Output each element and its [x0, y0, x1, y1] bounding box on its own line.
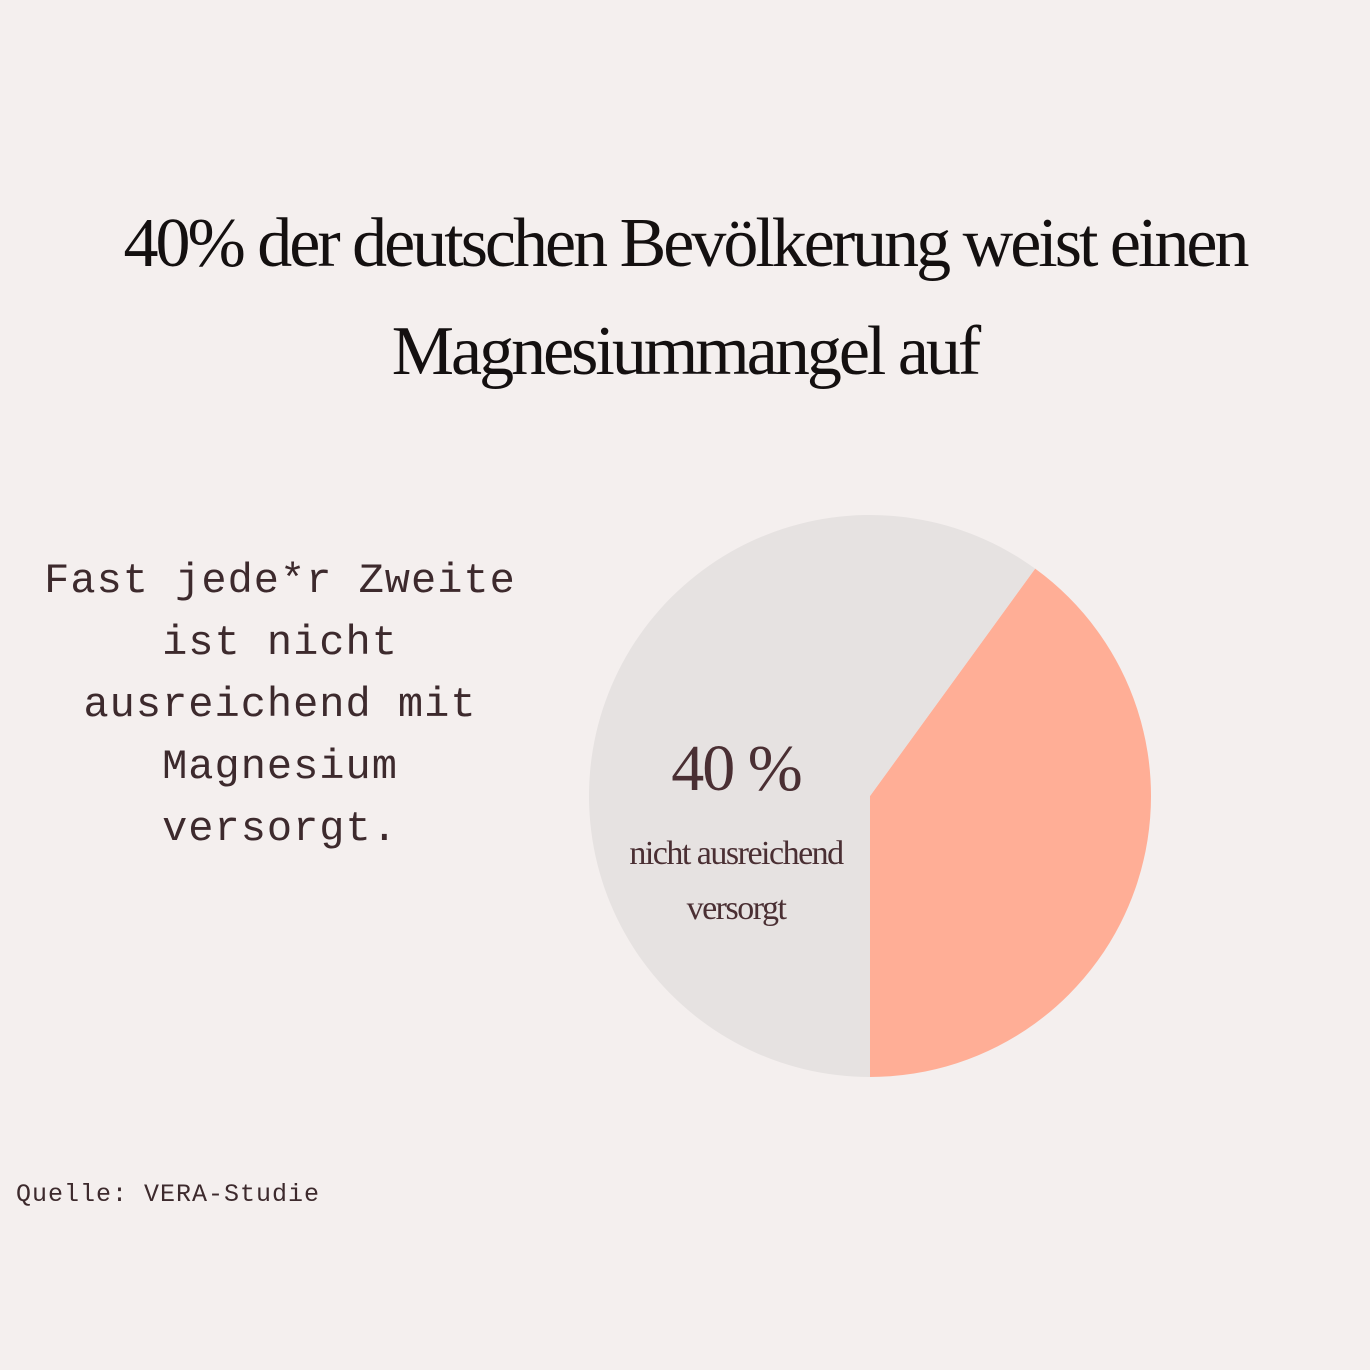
pie-chart-svg: [589, 514, 1151, 1077]
pie-slice-rest: [589, 514, 1036, 1077]
statement-text: Fast jede*r Zweite ist nicht ausreichend…: [44, 557, 516, 853]
pie-chart: [588, 514, 1152, 1078]
pie-slice-caption: nicht ausreichend versorgt: [629, 835, 844, 927]
source-note: Quelle: VERA-Studie: [16, 1180, 321, 1209]
page-title: 40% der deutschen Bevölkerung weist eine…: [123, 205, 1249, 390]
pie-slice-nicht-ausreichend: [870, 568, 1151, 1077]
pie-slice-value-label: 40 %: [671, 732, 802, 805]
